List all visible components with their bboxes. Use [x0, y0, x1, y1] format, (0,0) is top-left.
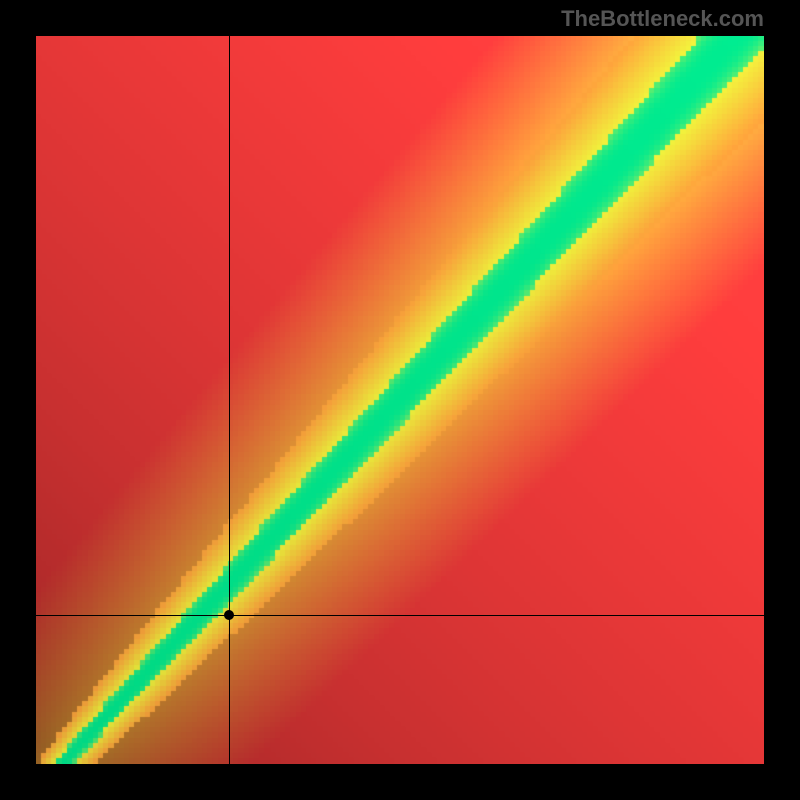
crosshair-marker: [224, 610, 234, 620]
heatmap-canvas: [36, 36, 764, 764]
crosshair-vertical: [229, 36, 230, 764]
crosshair-horizontal: [36, 615, 764, 616]
watermark-text: TheBottleneck.com: [561, 6, 764, 32]
bottleneck-heatmap: [36, 36, 764, 764]
